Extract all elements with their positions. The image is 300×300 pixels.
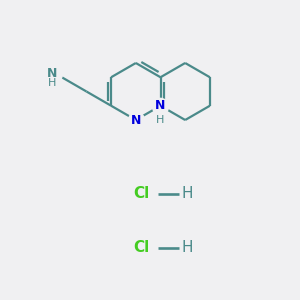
Text: N: N [130, 113, 141, 127]
Text: H: H [47, 78, 56, 88]
Text: Cl: Cl [134, 240, 150, 255]
Text: H: H [182, 186, 193, 201]
Text: Cl: Cl [134, 186, 150, 201]
Text: N: N [155, 99, 166, 112]
Text: N: N [46, 67, 57, 80]
Text: H: H [182, 240, 193, 255]
Text: H: H [156, 115, 165, 125]
